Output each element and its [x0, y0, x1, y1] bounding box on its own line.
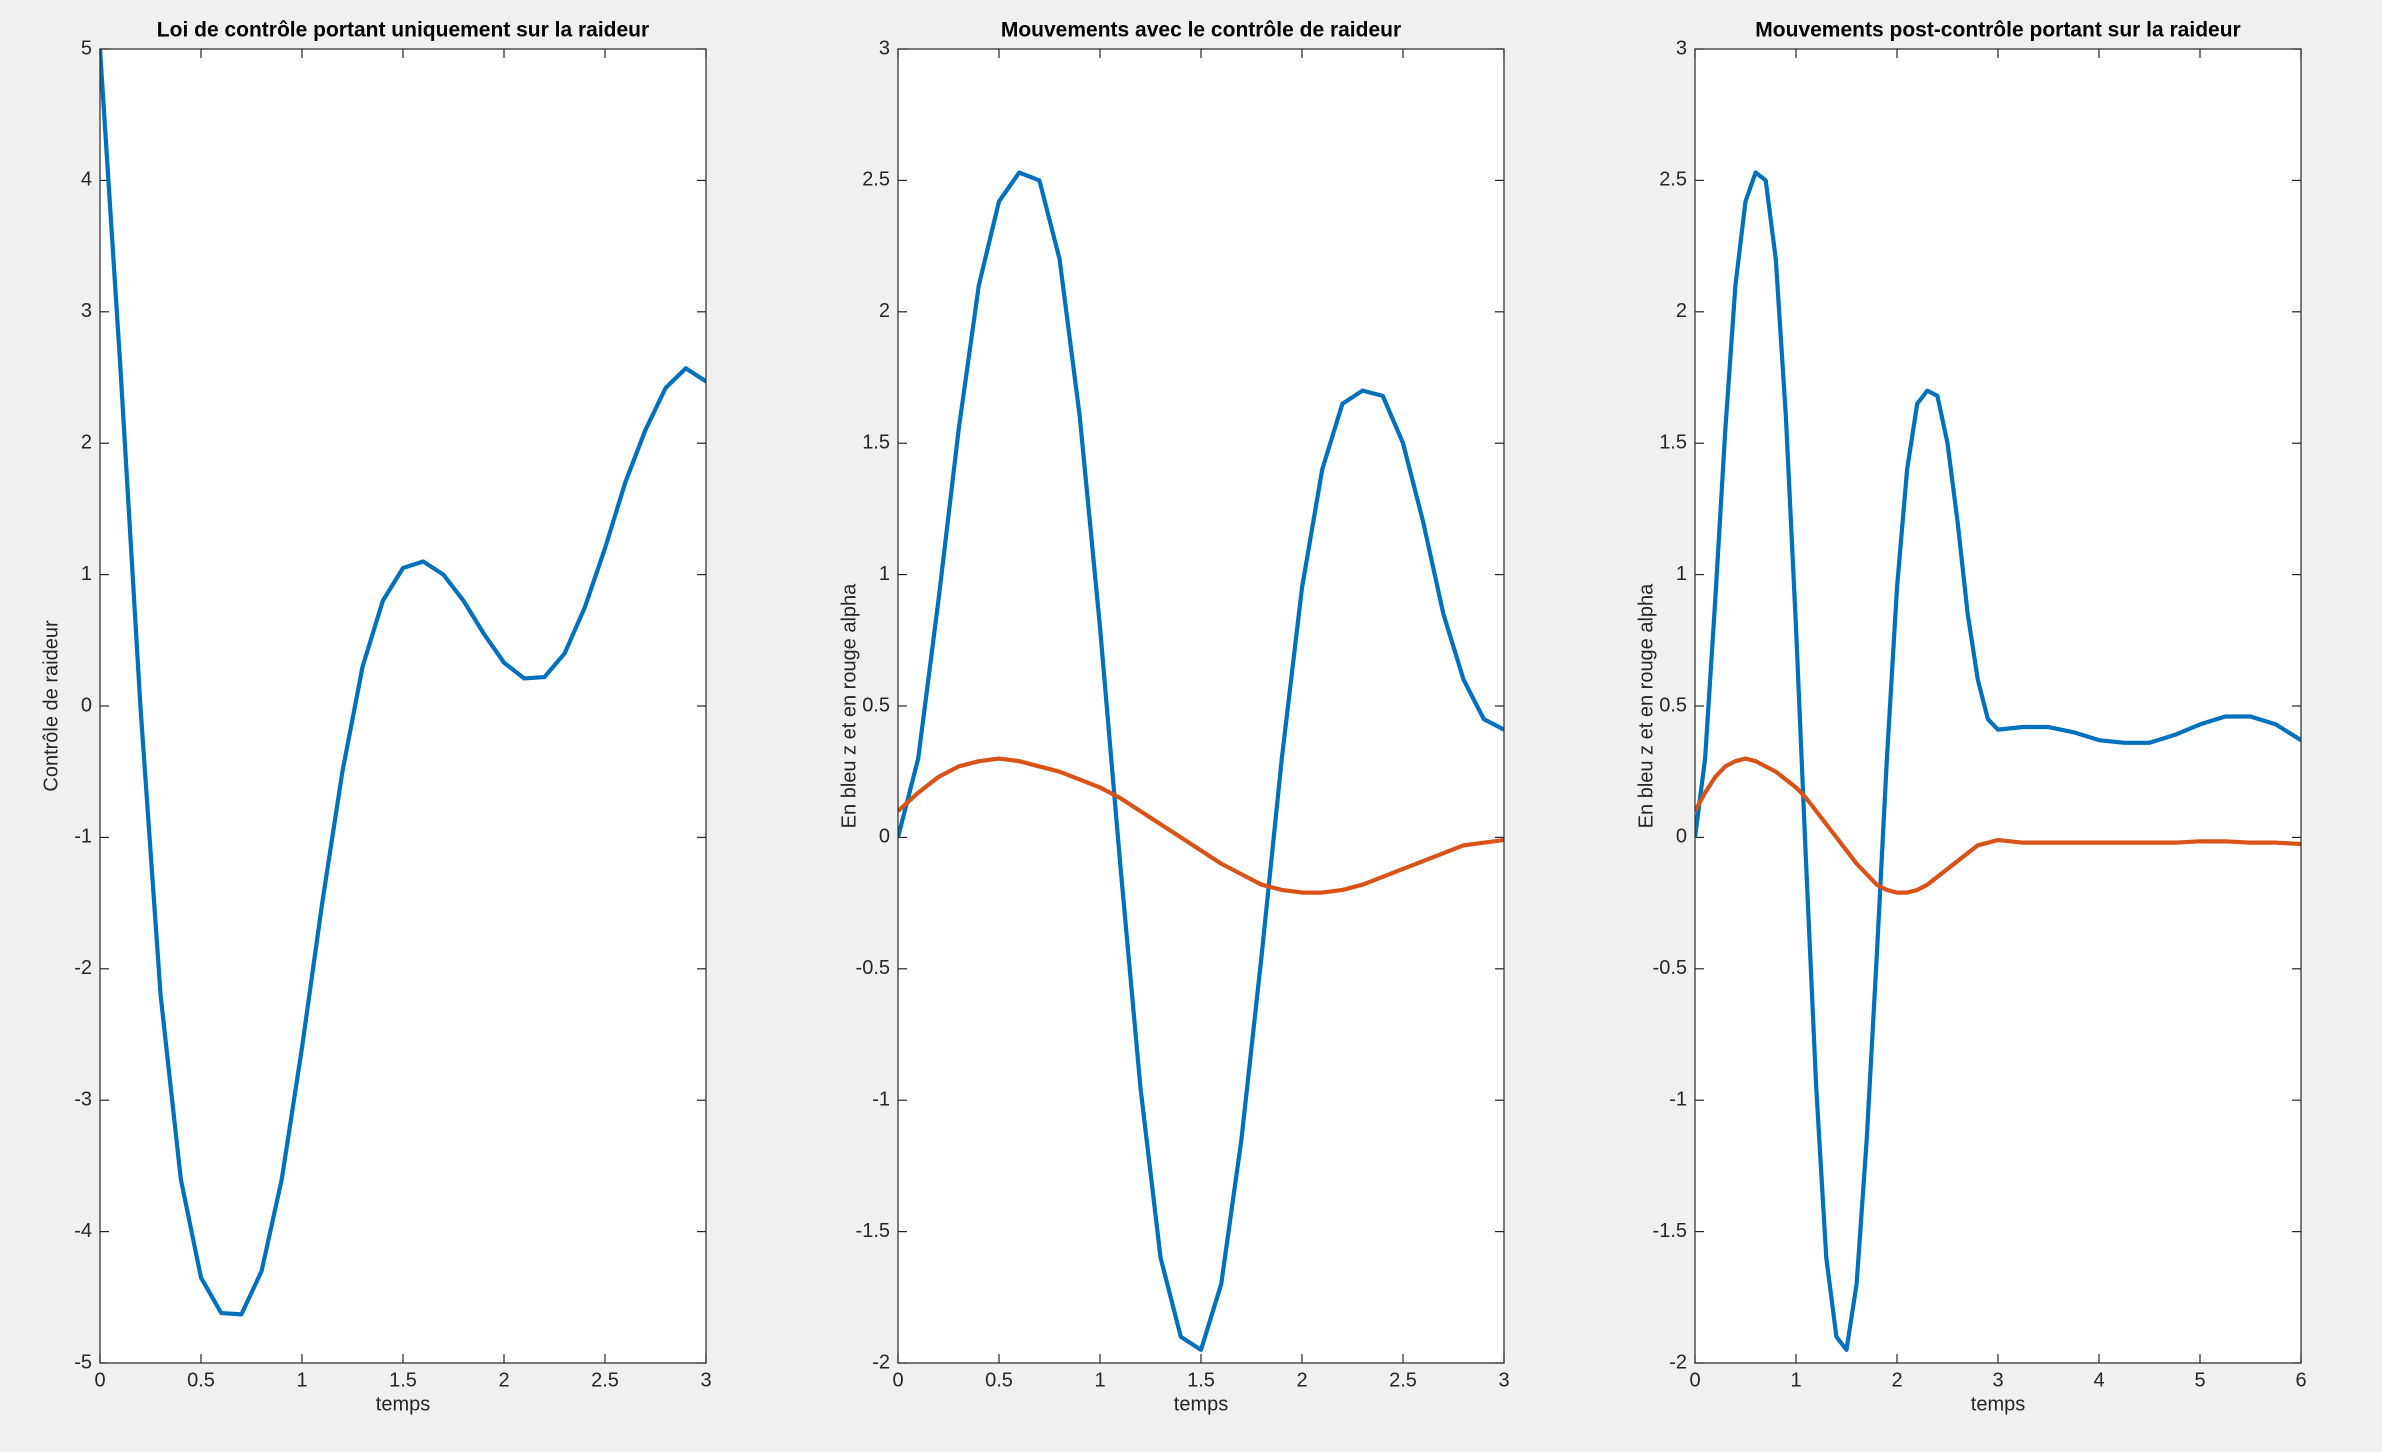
x-tick-label: 1.5: [1187, 1369, 1215, 1391]
y-tick-label: 1: [879, 563, 890, 585]
y-axis-label: En bleu z et en rouge alpha: [1635, 583, 1657, 829]
y-tick-label: -4: [74, 1220, 92, 1242]
y-tick-label: -1.5: [856, 1220, 890, 1242]
x-axis-label: temps: [1174, 1393, 1228, 1415]
x-tick-label: 0: [94, 1369, 105, 1391]
x-tick-label: 1: [296, 1369, 307, 1391]
x-tick-label: 0: [1689, 1369, 1700, 1391]
x-tick-label: 3: [1498, 1369, 1509, 1391]
y-tick-label: -2: [872, 1351, 890, 1373]
y-tick-label: -1: [1669, 1088, 1687, 1110]
data-line: [1695, 170, 2301, 1352]
x-tick-label: 0.5: [187, 1369, 215, 1391]
y-tick-label: 3: [81, 300, 92, 322]
x-axis-label: temps: [1971, 1393, 2025, 1415]
x-tick-label: 4: [2093, 1369, 2104, 1391]
x-tick-label: 1: [1094, 1369, 1105, 1391]
y-tick-label: 1.5: [862, 431, 890, 453]
axes-box: [1694, 48, 2302, 1364]
x-tick-label: 0: [892, 1369, 903, 1391]
axes-box: [99, 48, 707, 1364]
y-tick-label: 2.5: [862, 169, 890, 191]
x-tick-label: 2.5: [591, 1369, 619, 1391]
y-axis-label: En bleu z et en rouge alpha: [838, 583, 860, 829]
x-tick-label: 6: [2295, 1369, 2306, 1391]
axes-box: [897, 48, 1505, 1364]
y-tick-label: 1: [81, 563, 92, 585]
chart-title: Loi de contrôle portant uniquement sur l…: [157, 19, 649, 42]
plot-area: [100, 49, 706, 1363]
y-tick-label: -1.5: [1653, 1220, 1687, 1242]
y-axis-label: Contrôle de raideur: [40, 620, 62, 792]
y-tick-label: 2.5: [1659, 169, 1687, 191]
x-tick-label: 2: [1296, 1369, 1307, 1391]
x-tick-label: 2: [498, 1369, 509, 1391]
y-tick-label: 5: [81, 37, 92, 59]
y-tick-label: 0.5: [1659, 694, 1687, 716]
y-tick-label: 1: [1676, 563, 1687, 585]
x-tick-label: 0.5: [985, 1369, 1013, 1391]
data-line: [1695, 756, 2301, 895]
data-line: [100, 49, 706, 1317]
chart-title: Mouvements post-contrôle portant sur la …: [1755, 19, 2240, 42]
y-tick-label: 2: [1676, 300, 1687, 322]
x-tick-label: 5: [2194, 1369, 2205, 1391]
y-tick-label: -2: [74, 957, 92, 979]
x-tick-label: 1: [1790, 1369, 1801, 1391]
y-tick-label: 0: [81, 694, 92, 716]
x-tick-label: 3: [1992, 1369, 2003, 1391]
y-tick-label: 4: [81, 169, 92, 191]
x-tick-label: 2.5: [1389, 1369, 1417, 1391]
x-tick-label: 1.5: [389, 1369, 417, 1391]
y-tick-label: -0.5: [856, 957, 890, 979]
y-tick-label: -1: [74, 826, 92, 848]
y-tick-label: 3: [879, 37, 890, 59]
y-tick-label: 2: [879, 300, 890, 322]
y-tick-label: 1.5: [1659, 431, 1687, 453]
chart-title: Mouvements avec le contrôle de raideur: [1001, 19, 1401, 42]
x-tick-label: 2: [1891, 1369, 1902, 1391]
x-axis-label: temps: [376, 1393, 430, 1415]
y-tick-label: -5: [74, 1351, 92, 1373]
y-tick-label: -1: [872, 1088, 890, 1110]
data-line: [898, 756, 1504, 895]
y-tick-label: 0: [1676, 826, 1687, 848]
y-tick-label: 3: [1676, 37, 1687, 59]
y-tick-label: -3: [74, 1088, 92, 1110]
data-line: [898, 170, 1504, 1352]
y-tick-label: -0.5: [1653, 957, 1687, 979]
x-tick-label: 3: [700, 1369, 711, 1391]
y-tick-label: 2: [81, 431, 92, 453]
y-tick-label: -2: [1669, 1351, 1687, 1373]
y-tick-label: 0: [879, 826, 890, 848]
y-tick-label: 0.5: [862, 694, 890, 716]
plot-area: [898, 49, 1504, 1363]
plot-area: [1695, 49, 2301, 1363]
